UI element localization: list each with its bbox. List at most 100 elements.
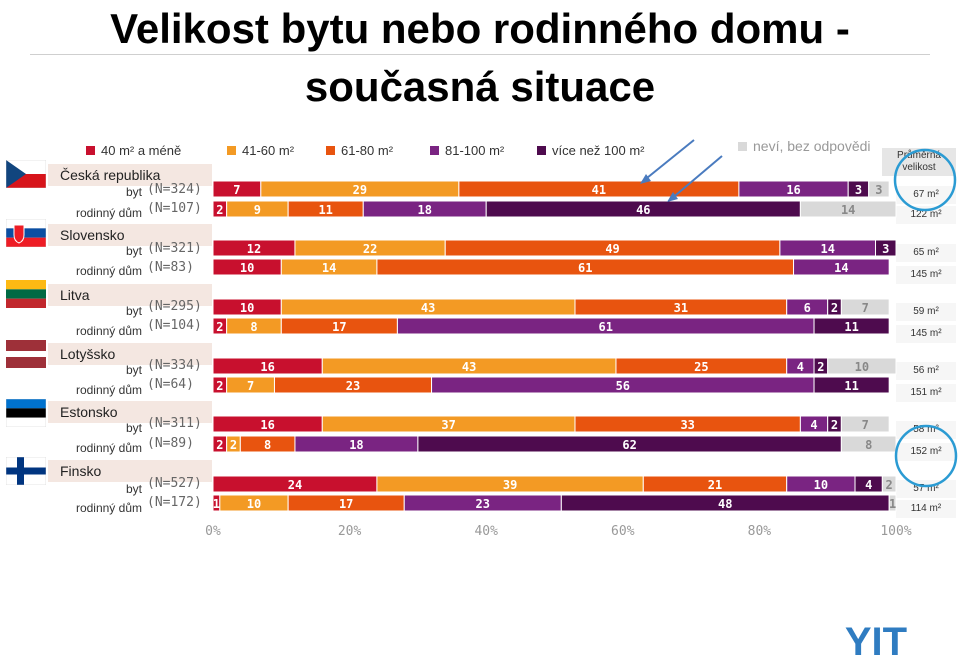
bar-value-label: 17 bbox=[332, 320, 346, 334]
bar-value-label: 2 bbox=[817, 360, 824, 374]
row-type-label: byt bbox=[125, 304, 142, 318]
row-sample-size: (N=324) bbox=[147, 182, 202, 197]
row-sample-size: (N=107) bbox=[147, 201, 202, 216]
bar-value-label: 6 bbox=[804, 301, 811, 315]
bar-value-label: 18 bbox=[349, 438, 363, 452]
bar-value-label: 2 bbox=[230, 438, 237, 452]
bar-value-label: 8 bbox=[264, 438, 271, 452]
bar-value-label: 16 bbox=[260, 418, 274, 432]
bar-value-label: 12 bbox=[247, 242, 261, 256]
annotation-circle bbox=[893, 148, 957, 212]
yit-logo: YIT bbox=[845, 626, 907, 656]
bar-value-label: 16 bbox=[260, 360, 274, 374]
bar-value-label: 10 bbox=[814, 478, 828, 492]
bar-value-label: 2 bbox=[216, 438, 223, 452]
bar-value-label: 2 bbox=[831, 418, 838, 432]
bar-value-label: 8 bbox=[865, 438, 872, 452]
legend-swatch bbox=[537, 146, 546, 155]
bar-value-label: 31 bbox=[674, 301, 688, 315]
avg-size-cell: 59 m² bbox=[896, 303, 956, 321]
bar-segment bbox=[875, 239, 897, 257]
row-type-label: byt bbox=[125, 244, 142, 258]
bar-value-label: 14 bbox=[841, 203, 855, 217]
avg-size-cell: 151 m² bbox=[896, 384, 956, 402]
row-type-label: byt bbox=[125, 185, 142, 199]
row-sample-size: (N=295) bbox=[147, 299, 202, 314]
bar-value-label: 2 bbox=[216, 203, 223, 217]
flag-slovakia-icon bbox=[6, 219, 46, 247]
logo-text: YIT bbox=[845, 626, 907, 656]
bar-segment bbox=[840, 415, 890, 433]
row-type-label: byt bbox=[125, 363, 142, 377]
avg-size-cell: 145 m² bbox=[896, 266, 956, 284]
bar-value-label: 11 bbox=[844, 320, 858, 334]
row-type-label: byt bbox=[125, 482, 142, 496]
bar-value-label: 7 bbox=[247, 379, 254, 393]
country-label-latvia: Lotyšsko bbox=[48, 343, 212, 365]
legend-swatch bbox=[738, 142, 747, 151]
row-sample-size: (N=321) bbox=[147, 241, 202, 256]
bar-segment bbox=[888, 494, 897, 512]
legend-item-40-less: 40 m² a méně bbox=[86, 143, 181, 158]
row-sample-size: (N=334) bbox=[147, 358, 202, 373]
bar-segment bbox=[840, 298, 890, 316]
avg-size-cell: 67 m² bbox=[896, 186, 956, 204]
legend-swatch bbox=[326, 146, 335, 155]
avg-size-cell: 57 m² bbox=[896, 480, 956, 498]
annotations bbox=[640, 139, 958, 488]
flag-czech-icon bbox=[6, 160, 46, 188]
bar-value-label: 2 bbox=[886, 478, 893, 492]
row-type-label: rodinný dům bbox=[75, 441, 142, 455]
flag-finland-icon bbox=[6, 457, 46, 485]
avg-size-cell: 65 m² bbox=[896, 244, 956, 262]
x-tick-label: 80% bbox=[748, 524, 772, 539]
bar-value-label: 3 bbox=[882, 242, 889, 256]
legend-label: 41-60 m² bbox=[242, 143, 295, 158]
row-sample-size: (N=527) bbox=[147, 476, 202, 491]
row-sample-size: (N=172) bbox=[147, 495, 202, 510]
legend-item-81-100: 81-100 m² bbox=[430, 143, 504, 158]
row-sample-size: (N=311) bbox=[147, 416, 202, 431]
bar-value-label: 10 bbox=[240, 261, 254, 275]
bar-value-label: 16 bbox=[786, 183, 800, 197]
title-line-1: Velikost bytu nebo rodinného domu - bbox=[110, 5, 850, 52]
bar-segment bbox=[827, 357, 897, 375]
annotation-arrow bbox=[641, 139, 695, 183]
bar-segment bbox=[813, 376, 890, 394]
x-tick-label: 100% bbox=[880, 524, 911, 539]
bar-value-label: 10 bbox=[247, 497, 261, 511]
avg-size-cell: 145 m² bbox=[896, 325, 956, 343]
annotation-arrow bbox=[669, 155, 723, 201]
row-sample-size: (N=89) bbox=[147, 436, 194, 451]
legend-label: 40 m² a méně bbox=[101, 143, 182, 158]
page-title: Velikost bytu nebo rodinného domu - souč… bbox=[0, 0, 960, 116]
legend-item-over-100: více než 100 m² bbox=[537, 143, 645, 158]
bar-value-label: 2 bbox=[216, 379, 223, 393]
bar-value-label: 17 bbox=[339, 497, 353, 511]
bar-value-label: 48 bbox=[718, 497, 732, 511]
legend-item-no-answer: neví, bez odpovědi bbox=[738, 138, 871, 154]
flag-estonia-icon bbox=[6, 399, 46, 427]
legend-swatch bbox=[227, 146, 236, 155]
bar-value-label: 2 bbox=[216, 320, 223, 334]
x-tick-label: 60% bbox=[611, 524, 635, 539]
legend-label: více než 100 m² bbox=[552, 143, 645, 158]
row-sample-size: (N=104) bbox=[147, 318, 202, 333]
bar-value-label: 4 bbox=[865, 478, 872, 492]
bar-value-label: 11 bbox=[844, 379, 858, 393]
avg-size-cell: 58 m² bbox=[896, 421, 956, 439]
bar-value-label: 14 bbox=[834, 261, 848, 275]
bar-value-label: 43 bbox=[462, 360, 476, 374]
avg-size-cell: 152 m² bbox=[896, 443, 956, 461]
bar-value-label: 10 bbox=[240, 301, 254, 315]
bar-value-label: 29 bbox=[353, 183, 367, 197]
legend-label: neví, bez odpovědi bbox=[753, 138, 871, 154]
bar-value-label: 24 bbox=[288, 478, 302, 492]
flag-latvia-icon bbox=[6, 340, 46, 368]
bar-value-label: 33 bbox=[680, 418, 694, 432]
legend-item-41-60: 41-60 m² bbox=[227, 143, 294, 158]
bar-value-label: 18 bbox=[418, 203, 432, 217]
flag-lithuania-icon bbox=[6, 280, 46, 308]
bar-segment bbox=[793, 258, 890, 276]
